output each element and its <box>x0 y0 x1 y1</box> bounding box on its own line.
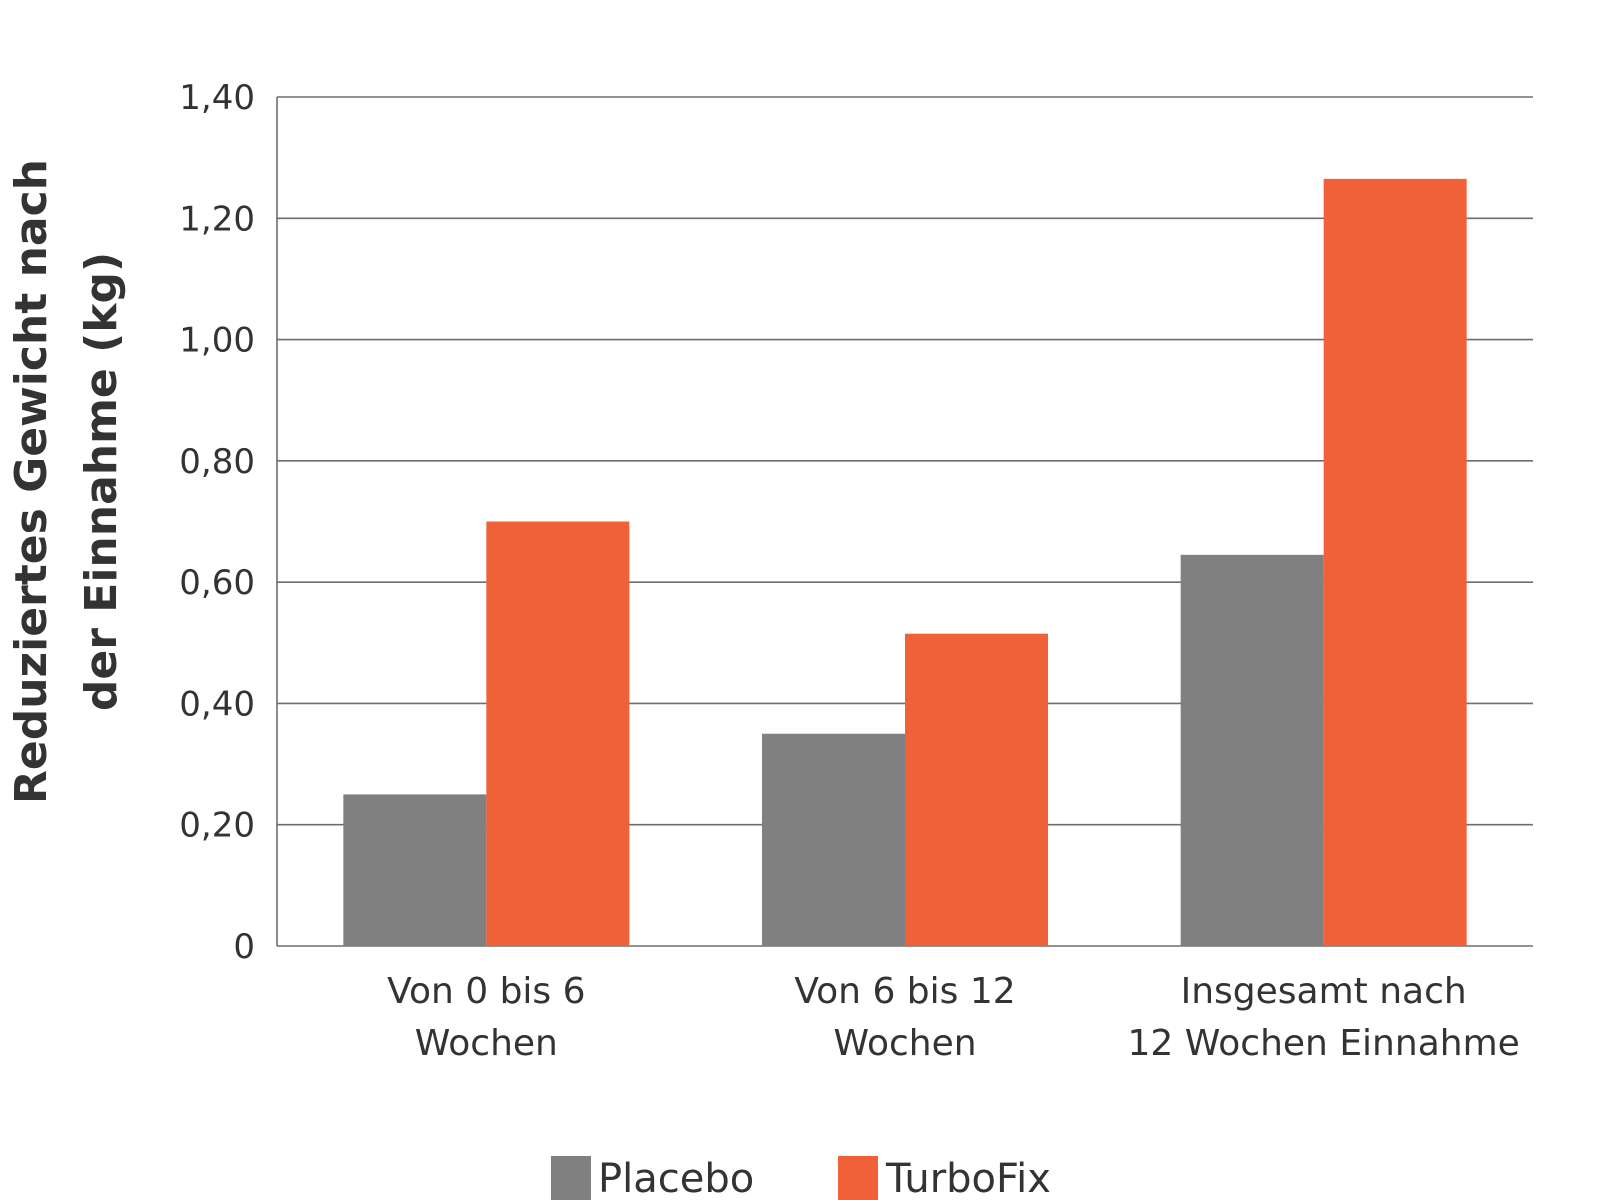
category-label: Insgesamt nach <box>1181 971 1467 1012</box>
legend-label-placebo: Placebo <box>598 1156 754 1200</box>
y-axis-title-line: Reduziertes Gewicht nach <box>6 159 57 804</box>
y-axis-title-line: der Einnahme (kg) <box>76 252 127 711</box>
bar-placebo-2 <box>762 733 905 946</box>
bar-turbofix-1 <box>486 521 630 946</box>
category-label: Von 0 bis 6 <box>387 971 585 1012</box>
legend: Placebo TurboFix <box>551 1156 1051 1200</box>
y-tick-label: 0 <box>233 927 255 967</box>
y-tick-label: 0,40 <box>179 684 255 724</box>
bar-turbofix-2 <box>905 633 1048 946</box>
x-axis-labels: Von 0 bis 6 Wochen Von 6 bis 12 Wochen Insge… <box>387 971 1520 1064</box>
category-label: Wochen <box>415 1023 558 1064</box>
y-tick-label: 1,40 <box>179 78 255 118</box>
y-tick-label: 1,20 <box>179 199 255 239</box>
bar-placebo-3 <box>1180 554 1324 946</box>
category-label: Von 6 bis 12 <box>794 971 1015 1012</box>
y-axis-title-text: Reduziertes Gewicht nach der Einnahme (kg… <box>6 159 127 804</box>
bar-placebo-1 <box>343 794 487 946</box>
legend-label-turbofix: TurboFix <box>885 1156 1051 1200</box>
legend-swatch-turbofix <box>838 1156 878 1200</box>
y-axis-ticks: 0 0,20 0,40 0,60 0,80 1,00 1,20 1,40 <box>179 78 255 967</box>
y-tick-label: 0,20 <box>179 806 255 846</box>
y-axis-title: Reduziertes Gewicht nach der Einnahme (kg… <box>6 159 127 804</box>
y-tick-label: 1,00 <box>179 321 255 361</box>
bar-turbofix-3 <box>1323 178 1467 946</box>
y-tick-label: 0,60 <box>179 563 255 603</box>
bars <box>343 178 1467 946</box>
legend-swatch-placebo <box>551 1156 591 1200</box>
y-tick-label: 0,80 <box>179 442 255 482</box>
category-label: 12 Wochen Einnahme <box>1128 1023 1520 1064</box>
category-label: Wochen <box>833 1023 976 1064</box>
